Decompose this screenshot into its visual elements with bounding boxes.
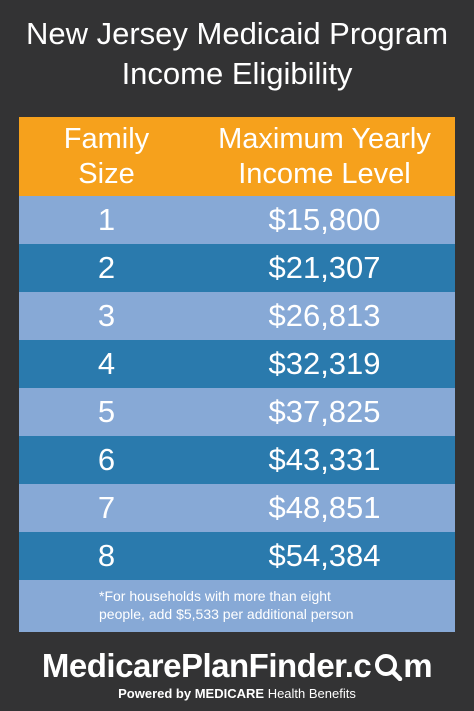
table-row: 7 $48,851 bbox=[19, 484, 455, 532]
table-row: 1 $15,800 bbox=[19, 196, 455, 244]
income-cell: $21,307 bbox=[268, 250, 381, 285]
tagline-brand: MEDICARE bbox=[194, 686, 265, 701]
table-header: Family Size Maximum Yearly Income Level bbox=[19, 117, 455, 196]
table-row: 6 $43,331 bbox=[19, 436, 455, 484]
tagline-suffix: Health Benefits bbox=[267, 686, 356, 701]
table-row: 2 $21,307 bbox=[19, 244, 455, 292]
table-row: 3 $26,813 bbox=[19, 292, 455, 340]
family-size-cell: 7 bbox=[97, 490, 116, 525]
family-size-cell: 8 bbox=[97, 538, 116, 573]
column-header-line: Income Level bbox=[238, 157, 411, 190]
family-size-cell: 2 bbox=[97, 250, 116, 285]
income-cell: $43,331 bbox=[268, 442, 381, 477]
page-title-line2: Income Eligibility bbox=[121, 56, 353, 91]
table-row: 8 $54,384 bbox=[19, 532, 455, 580]
footnote-line1: *For households with more than eight bbox=[99, 588, 331, 604]
family-size-cell: 1 bbox=[97, 202, 116, 237]
page-title-line1: New Jersey Medicaid Program bbox=[25, 16, 449, 51]
family-size-cell: 3 bbox=[97, 298, 116, 333]
page-header: New Jersey Medicaid Program Income Eligi… bbox=[0, 0, 474, 108]
family-size-cell: 6 bbox=[97, 442, 116, 477]
tagline-prefix: Powered by bbox=[118, 686, 192, 701]
magnifier-icon bbox=[373, 651, 403, 681]
income-cell: $26,813 bbox=[268, 298, 381, 333]
brand-name-prefix: MedicarePlanFinder.c bbox=[41, 647, 372, 684]
income-table: Family Size Maximum Yearly Income Level … bbox=[19, 117, 455, 632]
column-header-family-size: Family Size bbox=[19, 117, 194, 196]
column-header-income: Maximum Yearly Income Level bbox=[194, 117, 455, 196]
income-cell: $48,851 bbox=[268, 490, 381, 525]
table-row: 4 $32,319 bbox=[19, 340, 455, 388]
column-header-line: Size bbox=[78, 157, 135, 190]
brand-name-suffix: m bbox=[403, 647, 433, 684]
income-cell: $37,825 bbox=[268, 394, 381, 429]
income-cell: $32,319 bbox=[268, 346, 381, 381]
family-size-cell: 5 bbox=[97, 394, 116, 429]
table-row: 5 $37,825 bbox=[19, 388, 455, 436]
income-cell: $15,800 bbox=[268, 202, 381, 237]
brand-footer: MedicarePlanFinder.c m Powered by MEDICA… bbox=[0, 640, 474, 711]
column-header-line: Maximum Yearly bbox=[218, 122, 431, 155]
family-size-cell: 4 bbox=[97, 346, 116, 381]
brand-tagline: Powered by MEDICARE Health Benefits bbox=[0, 686, 474, 702]
brand-logo: MedicarePlanFinder.c m bbox=[0, 640, 474, 686]
income-cell: $54,384 bbox=[268, 538, 381, 573]
column-header-line: Family bbox=[63, 122, 150, 155]
table-footnote: *For households with more than eight peo… bbox=[19, 580, 455, 632]
footnote-line2: people, add $5,533 per additional person bbox=[99, 606, 354, 622]
